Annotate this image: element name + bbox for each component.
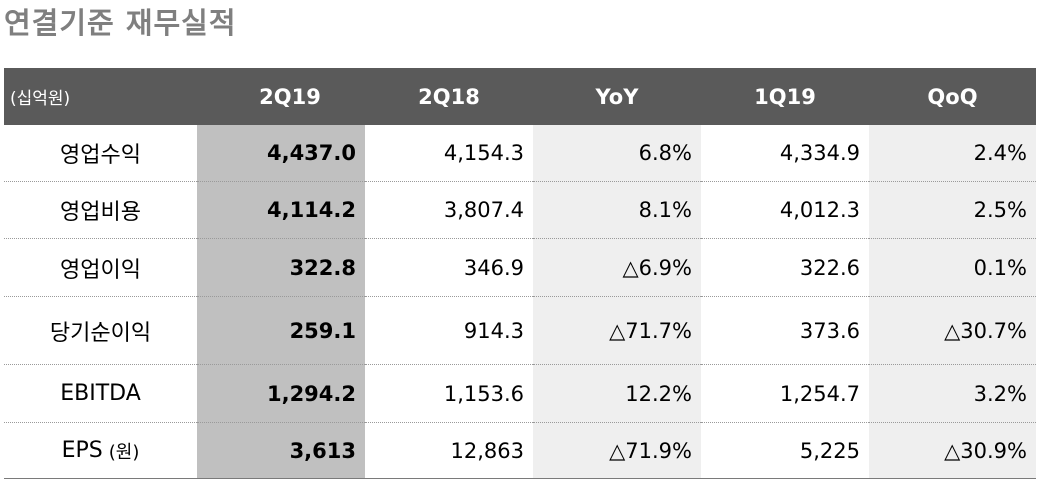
- cell-2q19: 3,613: [197, 423, 365, 479]
- row-label: EPS (원): [4, 423, 197, 479]
- column-header-2q18: 2Q18: [365, 68, 533, 125]
- column-header-yoy: YoY: [533, 68, 701, 125]
- cell-2q18: 914.3: [365, 297, 533, 365]
- cell-2q18: 1,153.6: [365, 365, 533, 423]
- unit-header: (십억원): [4, 68, 197, 125]
- cell-2q19: 259.1: [197, 297, 365, 365]
- cell-qoq: 0.1%: [869, 239, 1036, 297]
- cell-yoy: △6.9%: [533, 239, 701, 297]
- cell-yoy: △71.7%: [533, 297, 701, 365]
- page-title: 연결기준 재무실적: [4, 6, 237, 40]
- cell-2q19: 1,294.2: [197, 365, 365, 423]
- cell-2q19: 322.8: [197, 239, 365, 297]
- row-label-unit: (원): [108, 441, 140, 463]
- cell-1q19: 4,334.9: [701, 125, 869, 182]
- cell-1q19: 4,012.3: [701, 182, 869, 239]
- cell-yoy: 12.2%: [533, 365, 701, 423]
- cell-2q18: 346.9: [365, 239, 533, 297]
- row-label: 영업이익: [4, 239, 197, 297]
- row-label: 영업수익: [4, 125, 197, 182]
- cell-qoq: 2.4%: [869, 125, 1036, 182]
- financial-table: (십억원) 2Q19 2Q18 YoY 1Q19 QoQ 영업수익 4,437.…: [4, 68, 1036, 479]
- cell-yoy: 6.8%: [533, 125, 701, 182]
- cell-1q19: 1,254.7: [701, 365, 869, 423]
- cell-2q19: 4,437.0: [197, 125, 365, 182]
- cell-yoy: △71.9%: [533, 423, 701, 479]
- cell-1q19: 322.6: [701, 239, 869, 297]
- column-header-qoq: QoQ: [869, 68, 1036, 125]
- column-header-2q19: 2Q19: [197, 68, 365, 125]
- cell-qoq: 3.2%: [869, 365, 1036, 423]
- cell-2q18: 3,807.4: [365, 182, 533, 239]
- cell-yoy: 8.1%: [533, 182, 701, 239]
- cell-2q18: 12,863: [365, 423, 533, 479]
- cell-1q19: 5,225: [701, 423, 869, 479]
- cell-2q19: 4,114.2: [197, 182, 365, 239]
- cell-2q18: 4,154.3: [365, 125, 533, 182]
- row-label: 당기순이익: [4, 297, 197, 365]
- row-label: 영업비용: [4, 182, 197, 239]
- cell-qoq: △30.7%: [869, 297, 1036, 365]
- row-label: EBITDA: [4, 365, 197, 423]
- column-header-1q19: 1Q19: [701, 68, 869, 125]
- cell-1q19: 373.6: [701, 297, 869, 365]
- cell-qoq: △30.9%: [869, 423, 1036, 479]
- cell-qoq: 2.5%: [869, 182, 1036, 239]
